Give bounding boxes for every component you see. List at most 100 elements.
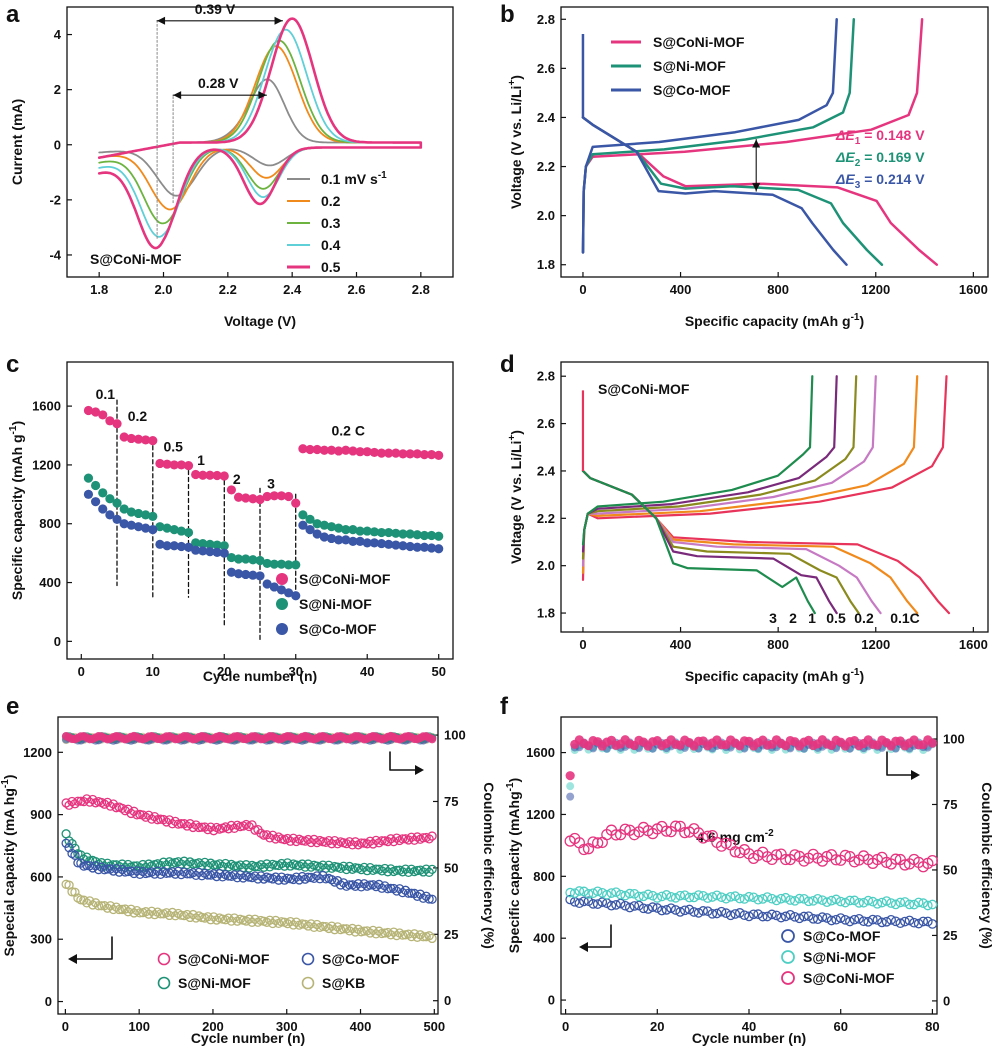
capacity-point-S@Ni-MOF <box>276 858 287 869</box>
capacity-point-S@KB <box>120 904 130 914</box>
capacity-point-S@CoNi-MOF <box>291 836 301 847</box>
capacity-point-S@Co-MOF <box>353 879 363 889</box>
capacity-point-S@Ni-MOF <box>371 864 381 874</box>
capacity-point-S@Co-MOF <box>427 894 437 904</box>
capacity-point-S@Ni-MOF <box>872 898 883 909</box>
capacity-point-S@KB <box>344 926 355 936</box>
capacity-point-S@Co-MOF <box>209 869 219 879</box>
capacity-point-S@CoNi-MOF <box>424 834 434 844</box>
capacity-point-S@CoNi-MOF <box>789 849 801 861</box>
capacity-point-S@Co-MOF <box>611 900 621 910</box>
data-point-S@CoNi-MOF <box>305 444 315 455</box>
capacity-point-S@Ni-MOF <box>909 899 919 910</box>
data-point-S@CoNi-MOF <box>405 449 415 459</box>
charge-curve-S@Ni-MOF <box>581 18 856 254</box>
data-point-S@Ni-MOF <box>212 540 222 550</box>
capacity-point-S@KB <box>70 887 80 897</box>
data-point-S@Co-MOF <box>119 519 129 529</box>
capacity-point-S@Ni-MOF <box>188 859 198 869</box>
capacity-point-S@CoNi-MOF <box>226 820 237 831</box>
x-tick-label: 800 <box>767 637 789 652</box>
capacity-point-S@Ni-MOF <box>721 893 731 904</box>
capacity-point-S@Ni-MOF <box>365 862 375 873</box>
capacity-point-S@Ni-MOF <box>421 864 431 874</box>
capacity-point-S@CoNi-MOF <box>179 819 189 829</box>
data-point-S@Co-MOF <box>141 523 151 533</box>
capacity-point-S@Co-MOF <box>822 913 832 923</box>
annotation-039: 0.39 V <box>195 1 236 17</box>
capacity-point-S@KB <box>424 931 434 941</box>
capacity-point-S@Ni-MOF <box>624 888 635 899</box>
data-point-S@Ni-MOF <box>419 530 430 541</box>
data-point-S@Ni-MOF <box>376 527 387 538</box>
x-tick-label: 2.6 <box>347 282 365 297</box>
data-point-S@Ni-MOF <box>305 514 315 524</box>
capacity-point-S@KB <box>111 902 121 912</box>
capacity-point-S@Ni-MOF <box>643 889 653 900</box>
capacity-point-S@Co-MOF <box>96 862 107 872</box>
capacity-point-S@Co-MOF <box>167 867 178 877</box>
capacity-point-S@Co-MOF <box>780 911 791 922</box>
data-point-S@Ni-MOF <box>105 494 115 504</box>
capacity-point-S@KB <box>114 904 124 915</box>
capacity-point-S@Ni-MOF <box>831 894 841 905</box>
capacity-point-S@Ni-MOF <box>244 863 254 873</box>
data-point-S@CoNi-MOF <box>176 460 186 470</box>
capacity-point-S@KB <box>403 929 414 939</box>
x-tick-label: 400 <box>350 1019 372 1034</box>
capacity-point-S@Co-MOF <box>114 867 124 877</box>
capacity-point-S@Co-MOF <box>253 874 263 884</box>
data-point-S@Co-MOF <box>126 520 136 530</box>
capacity-point-S@Co-MOF <box>803 911 814 922</box>
capacity-point-S@CoNi-MOF <box>259 830 269 840</box>
data-point-S@Ni-MOF <box>90 480 101 491</box>
capacity-point-S@KB <box>312 919 322 930</box>
data-point-S@CoNi-MOF <box>226 485 237 495</box>
capacity-point-S@Ni-MOF <box>403 867 414 877</box>
capacity-point-S@Co-MOF <box>359 879 369 889</box>
axis-arrow-right <box>886 751 913 776</box>
x-tick-label: 0 <box>579 637 586 652</box>
rate-label: 0.5 <box>164 439 184 455</box>
data-point-S@CoNi-MOF <box>169 460 179 470</box>
data-point-S@Co-MOF <box>262 579 272 589</box>
plot-frame <box>560 6 989 278</box>
capacity-point-S@CoNi-MOF <box>327 839 337 849</box>
capacity-point-S@CoNi-MOF <box>926 854 939 867</box>
rate-label: 0.2 C <box>331 423 364 439</box>
data-point-S@CoNi-MOF <box>255 494 265 505</box>
arrowhead <box>752 183 761 192</box>
capacity-point-S@Co-MOF <box>579 896 589 907</box>
capacity-point-S@Co-MOF <box>250 871 260 881</box>
data-point-S@Co-MOF <box>334 535 344 545</box>
capacity-point-S@KB <box>288 920 299 930</box>
data-point-S@Co-MOF <box>376 538 387 549</box>
capacity-point-S@Co-MOF <box>377 883 387 893</box>
sample-label: S@CoNi-MOF <box>598 381 690 397</box>
capacity-point-S@Ni-MOF <box>679 890 690 901</box>
x-tick-label: 2.0 <box>154 282 172 297</box>
capacity-point-S@KB <box>406 931 417 942</box>
capacity-point-S@Ni-MOF <box>652 893 663 903</box>
data-point-S@Ni-MOF <box>362 526 372 536</box>
y-tick-label: 0 <box>54 137 61 152</box>
capacity-point-S@KB <box>123 907 133 917</box>
capacity-point-S@KB <box>99 901 110 911</box>
capacity-point-S@Ni-MOF <box>712 890 722 901</box>
data-point-S@Ni-MOF <box>276 559 287 569</box>
capacity-point-S@Co-MOF <box>890 916 901 927</box>
data-point-S@Ni-MOF <box>248 555 258 565</box>
capacity-point-S@Ni-MOF <box>418 867 428 877</box>
capacity-point-S@KB <box>229 913 239 923</box>
capacity-point-S@Ni-MOF <box>634 891 644 902</box>
capacity-point-S@Ni-MOF <box>377 866 387 876</box>
capacity-point-S@Co-MOF <box>826 915 837 926</box>
legend-label: S@Co-MOF <box>653 82 731 98</box>
capacity-point-S@Co-MOF <box>380 881 390 891</box>
charge-curve-S@Co-MOF <box>581 18 838 254</box>
capacity-point-S@Co-MOF <box>812 914 823 924</box>
capacity-point-S@Co-MOF <box>689 907 699 917</box>
capacity-point-S@Co-MOF <box>845 916 855 927</box>
capacity-point-S@Co-MOF <box>913 918 924 929</box>
capacity-point-S@Ni-MOF <box>606 888 617 898</box>
